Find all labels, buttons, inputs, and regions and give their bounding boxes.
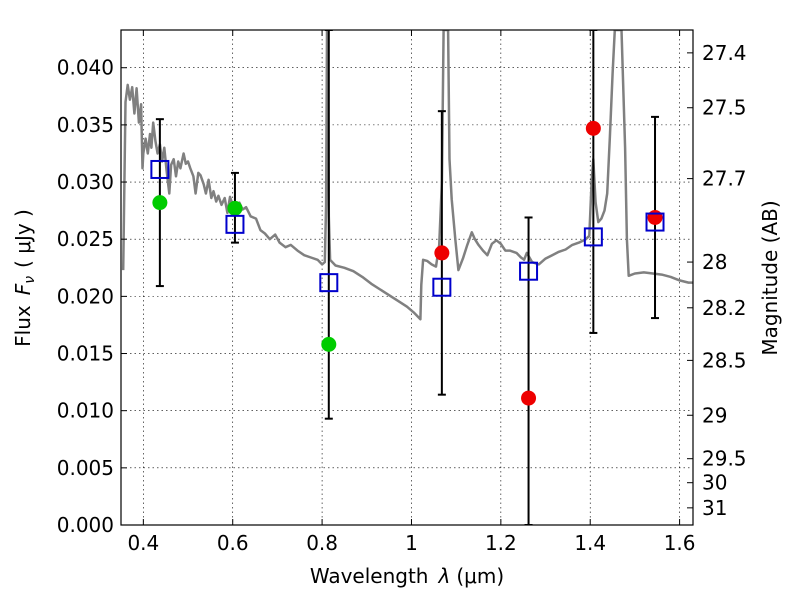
photometry-point [647, 209, 663, 225]
y-tick-label: 0.040 [57, 56, 114, 80]
model-flux-square [583, 227, 603, 247]
x-tick-label: 1 [405, 531, 418, 555]
photometry-point [227, 200, 243, 216]
x-tick-label: 1.4 [574, 531, 606, 555]
model-flux-square [432, 277, 452, 297]
plot-clipped-group [121, 30, 693, 525]
y2-tick-label: 27.5 [702, 96, 747, 120]
grid-lines [121, 30, 693, 526]
model-flux-square [225, 214, 245, 234]
y2-tick-label: 29 [702, 403, 727, 427]
y2-tick-label: 28.5 [702, 348, 747, 372]
model-flux-square [645, 212, 665, 232]
y-tick-label: 0.005 [57, 456, 114, 480]
y2-tick-label: 30 [702, 471, 727, 495]
y-tick-label: 0.035 [57, 113, 114, 137]
y2-tick-label: 27.4 [702, 41, 747, 65]
y2-tick-label: 28 [702, 250, 727, 274]
photometry-point [152, 195, 168, 211]
y2-axis-label: Magnitude (AB) [758, 200, 782, 355]
y2-tick-label: 27.7 [702, 167, 747, 191]
x-axis-label: Wavelength λ (μm) [310, 564, 504, 588]
y-tick-label: 0.010 [57, 399, 114, 423]
x-tick-label: 0.4 [127, 531, 159, 555]
y-tick-label: 0.015 [57, 342, 114, 366]
y2-tick-label: 31 [702, 496, 727, 520]
plot-frame [120, 29, 694, 526]
y-tick-label: 0.000 [57, 513, 114, 537]
model-flux-square [150, 159, 170, 179]
model-flux-square [319, 273, 339, 293]
axis-ticks: 0.4 0.6 0.8 1 1.2 1.4 1.6 0.000 0.005 0.010 0.015 0… [57, 30, 747, 555]
x-tick-label: 1.6 [664, 531, 696, 555]
y-tick-label: 0.025 [57, 227, 114, 251]
x-tick-label: 0.8 [306, 531, 338, 555]
y-axis-label: FluxFν( μJy ) [11, 209, 38, 347]
photometry-point [321, 336, 337, 352]
photometry-point [434, 245, 450, 261]
photometry-point [585, 120, 601, 136]
model-spectrum-line [121, 30, 693, 321]
model-flux-square [519, 261, 539, 281]
y-tick-label: 0.030 [57, 170, 114, 194]
y2-tick-label: 29.5 [702, 447, 747, 471]
plot-area [121, 30, 693, 525]
y2-tick-label: 28.2 [702, 296, 747, 320]
y-tick-label: 0.020 [57, 284, 114, 308]
photometry-point [521, 390, 537, 406]
x-tick-label: 1.2 [485, 531, 517, 555]
x-tick-label: 0.6 [217, 531, 249, 555]
